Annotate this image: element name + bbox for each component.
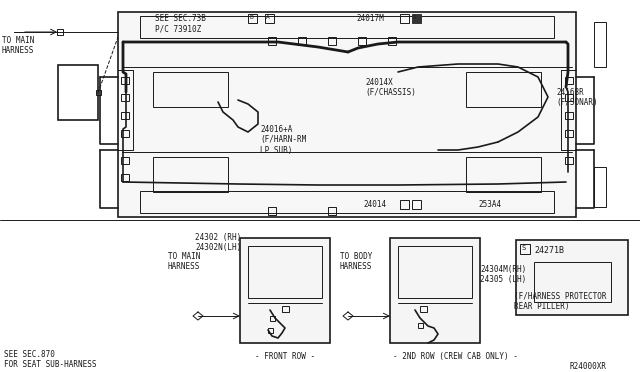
Bar xyxy=(358,37,366,45)
Bar xyxy=(565,94,573,101)
Bar xyxy=(121,174,129,181)
Text: 253A4: 253A4 xyxy=(478,200,501,209)
Bar xyxy=(534,262,611,302)
Text: 24302 (RH)
24302N(LH): 24302 (RH) 24302N(LH) xyxy=(195,233,241,252)
Bar xyxy=(420,306,427,312)
Bar xyxy=(594,22,606,67)
Bar xyxy=(565,77,573,84)
Text: (F/HARNESS PROTECTOR
REAR PILLER): (F/HARNESS PROTECTOR REAR PILLER) xyxy=(514,292,607,311)
Bar xyxy=(412,200,421,209)
Bar xyxy=(248,14,257,23)
Text: A: A xyxy=(266,15,269,20)
Text: S: S xyxy=(521,245,525,251)
Bar xyxy=(118,12,576,217)
Text: 24014: 24014 xyxy=(363,200,386,209)
Bar xyxy=(282,306,289,312)
Bar xyxy=(140,16,554,38)
Bar xyxy=(121,130,129,137)
Bar xyxy=(400,14,409,23)
Bar xyxy=(265,14,274,23)
Bar xyxy=(400,200,409,209)
Bar xyxy=(520,244,530,254)
Bar xyxy=(466,72,541,107)
Bar xyxy=(412,14,421,23)
Bar xyxy=(153,72,228,107)
Text: TO MAIN
HARNESS: TO MAIN HARNESS xyxy=(2,36,35,55)
Text: SEE SEC.870
FOR SEAT SUB-HARNESS: SEE SEC.870 FOR SEAT SUB-HARNESS xyxy=(4,350,97,369)
Bar xyxy=(328,37,336,45)
Bar xyxy=(270,316,275,321)
Text: - FRONT ROW -: - FRONT ROW - xyxy=(255,352,315,361)
Bar xyxy=(121,94,129,101)
Bar xyxy=(248,246,322,298)
Text: S: S xyxy=(413,15,417,20)
Bar xyxy=(140,191,554,213)
Bar xyxy=(390,238,480,343)
Bar xyxy=(565,130,573,137)
Bar xyxy=(240,238,330,343)
Text: 24168R
(F/SONAR): 24168R (F/SONAR) xyxy=(556,88,598,108)
Text: R24000XR: R24000XR xyxy=(570,362,607,371)
Text: TO BODY
HARNESS: TO BODY HARNESS xyxy=(340,252,372,272)
Text: 24017M: 24017M xyxy=(356,14,384,23)
Bar xyxy=(96,90,101,95)
Text: SEE SEC.73B
P/C 73910Z: SEE SEC.73B P/C 73910Z xyxy=(155,14,206,33)
Text: 24016+A
(F/HARN-RM
LP SUB): 24016+A (F/HARN-RM LP SUB) xyxy=(260,125,307,155)
Text: B: B xyxy=(249,15,253,20)
Bar xyxy=(153,157,228,192)
Bar xyxy=(328,207,336,215)
Text: 24304M(RH)
24305 (LH): 24304M(RH) 24305 (LH) xyxy=(480,265,526,285)
Bar xyxy=(121,77,129,84)
Bar xyxy=(398,246,472,298)
Bar xyxy=(121,157,129,164)
Text: 24014X
(F/CHASSIS): 24014X (F/CHASSIS) xyxy=(365,78,416,97)
Bar xyxy=(565,112,573,119)
Bar xyxy=(121,112,129,119)
Bar xyxy=(268,328,273,333)
Bar xyxy=(268,37,276,45)
Bar xyxy=(594,167,606,207)
Bar xyxy=(298,37,306,45)
Bar xyxy=(58,65,98,120)
Text: - 2ND ROW (CREW CAB ONLY) -: - 2ND ROW (CREW CAB ONLY) - xyxy=(392,352,517,361)
Bar xyxy=(565,157,573,164)
Bar xyxy=(268,207,276,215)
Bar xyxy=(57,29,63,35)
Bar xyxy=(388,37,396,45)
Text: 24271B: 24271B xyxy=(534,246,564,255)
Text: TO MAIN
HARNESS: TO MAIN HARNESS xyxy=(168,252,200,272)
Bar xyxy=(466,157,541,192)
Bar xyxy=(418,323,423,328)
Bar xyxy=(516,240,628,315)
